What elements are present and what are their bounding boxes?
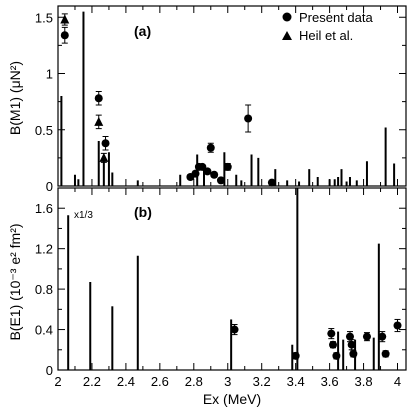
- panel-b: 0 0.4 0.8 1.2 1.6 2 2.2 2.4 2.6 2.8 3 3.2 3.4 3.6 3.8 4…: [7, 187, 407, 407]
- panel-a-triangle-point: [60, 13, 70, 26]
- panel-b-circle-point: [378, 331, 387, 343]
- x-tick-label: 2.2: [83, 374, 101, 389]
- x-tick-label: 4: [394, 374, 401, 389]
- panel-b-circle-point: [345, 331, 354, 343]
- panel-a-label: (a): [134, 23, 151, 39]
- panel-a-circle-point: [244, 104, 253, 133]
- x-tick-label: 2.4: [117, 374, 135, 389]
- panel-a-circle-point: [206, 142, 215, 153]
- legend-marker-present-data: [282, 12, 292, 22]
- panel-a-circle-point: [216, 176, 225, 185]
- panel-a-circle-point: [60, 26, 69, 44]
- x-tick-label: 3.4: [287, 374, 305, 389]
- x-tick-label: 3.6: [321, 374, 339, 389]
- panel-a-circle-point: [203, 167, 212, 176]
- panel-b-circle-point: [230, 324, 239, 336]
- panel-b-circle-point: [362, 332, 371, 342]
- panel-a-ylabel: B(M1) (μN²): [7, 61, 23, 135]
- panel-a-circle-point: [94, 91, 103, 106]
- panel-a-circle-point: [267, 178, 276, 187]
- panel-b-points: [230, 318, 402, 360]
- panel-a-ytick-label: 1.5: [35, 10, 53, 25]
- panel-b-circle-point: [291, 351, 300, 360]
- x-axis-label: Ex (MeV): [203, 391, 261, 407]
- legend-marker-heil: [282, 31, 292, 40]
- panel-b-circle-point: [332, 351, 341, 360]
- panel-b-ytick-label: 0.4: [35, 323, 53, 338]
- panel-a-circle-point: [191, 169, 200, 178]
- panel-a-ticks: 0 0.5 1 1.5: [35, 6, 406, 194]
- x-tick-label: 2: [54, 374, 61, 389]
- panel-a: 0 0.5 1 1.5 (a) Present data Heil et al. B(…: [7, 5, 407, 194]
- panel-b-label: (b): [134, 204, 152, 220]
- panel-b-circle-point: [329, 340, 338, 349]
- panel-a-triangle-point: [94, 114, 104, 130]
- x-tick-label: 2.8: [185, 374, 203, 389]
- panel-a-points: [60, 13, 276, 187]
- panel-b-ytick-label: 0.8: [35, 282, 53, 297]
- legend: Present data Heil et al.: [282, 10, 373, 43]
- panel-a-triangle-point: [99, 152, 109, 163]
- panel-b-circle-point: [327, 328, 336, 340]
- panel-b-circle-point: [393, 318, 402, 333]
- panel-a-ytick-label: 0: [46, 179, 53, 194]
- panel-b-ytick-label: 1.2: [35, 242, 53, 257]
- panel-a-frame: [57, 5, 407, 187]
- x-tick-label: 3: [224, 374, 231, 389]
- x-tick-label: 2.6: [151, 374, 169, 389]
- panel-a-ytick-label: 0.5: [35, 123, 53, 138]
- panel-b-bars: [67, 188, 380, 370]
- panel-b-circle-point: [381, 349, 390, 358]
- panel-b-circle-point: [347, 339, 356, 351]
- x-tick-label: 3.2: [253, 374, 271, 389]
- panel-b-ytick-label: 0: [46, 363, 53, 378]
- panel-b-ytick-label: 1.6: [35, 201, 53, 216]
- panel-a-circle-point: [223, 162, 232, 171]
- panel-a-circle-point: [101, 136, 110, 151]
- panel-b-ylabel: B(E1) (10⁻³ e² fm²): [7, 223, 23, 340]
- panel-a-circle-point: [210, 170, 219, 179]
- panel-b-circle-point: [349, 349, 358, 358]
- legend-label-heil: Heil et al.: [299, 28, 353, 43]
- legend-label-present-data: Present data: [299, 10, 373, 25]
- panel-b-ticks: 0 0.4 0.8 1.2 1.6 2 2.2 2.4 2.6 2.8 3 3.2 3.4 3.6 3.8 4: [35, 187, 406, 389]
- panel-a-ytick-label: 1: [46, 67, 53, 82]
- x-tick-label: 3.8: [355, 374, 373, 389]
- scale-annotation: x1/3: [74, 210, 93, 221]
